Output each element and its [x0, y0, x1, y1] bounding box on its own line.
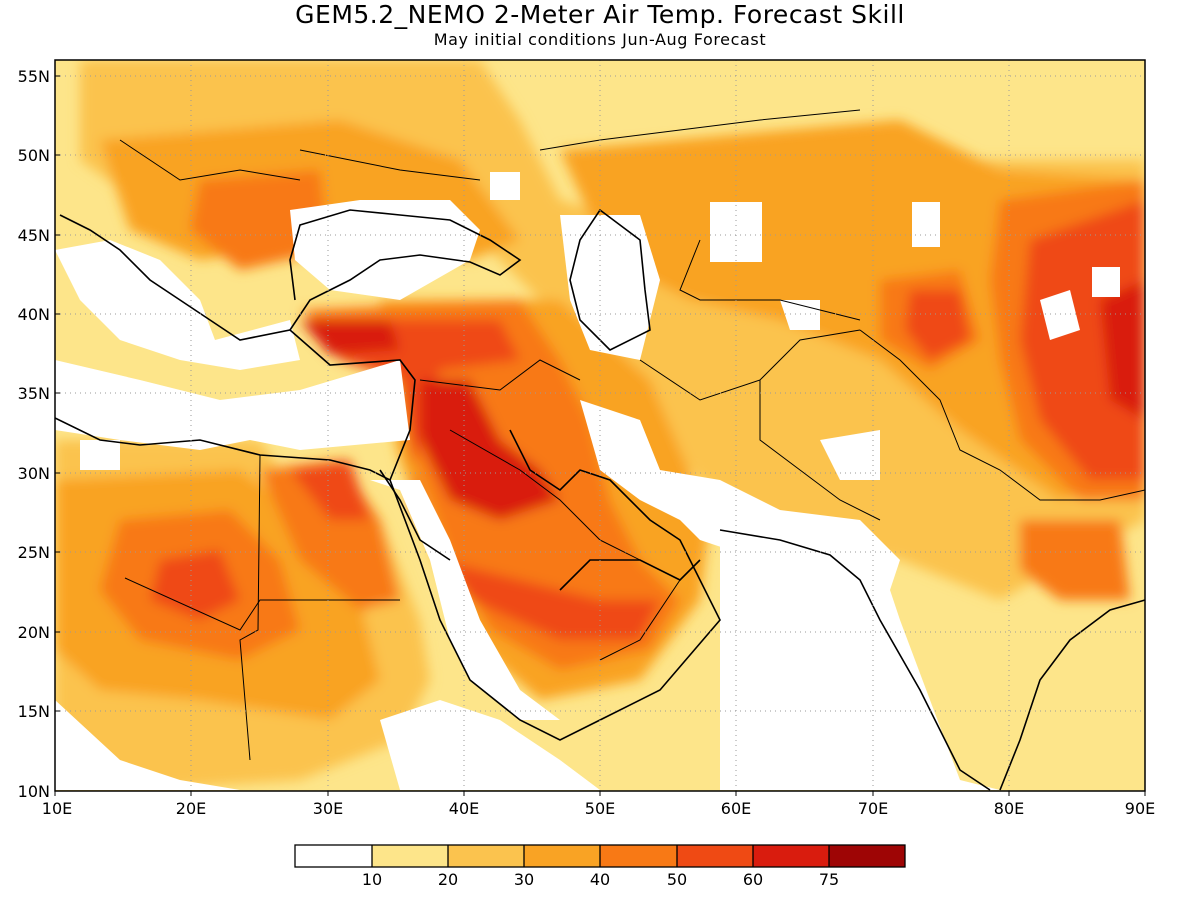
- gridlines: [55, 60, 1145, 791]
- lat-label: 35N: [18, 384, 50, 403]
- legend-swatch: [600, 845, 677, 867]
- borders: [119, 109, 1145, 761]
- legend-label: 60: [743, 870, 763, 889]
- legend-swatch: [524, 845, 600, 867]
- lat-label: 45N: [18, 226, 50, 245]
- legend-label: 30: [514, 870, 534, 889]
- lon-label: 80E: [994, 799, 1024, 818]
- legend-label: 10: [362, 870, 382, 889]
- lon-label: 10E: [42, 799, 72, 818]
- legend-swatch: [448, 845, 524, 867]
- lon-label: 70E: [858, 799, 888, 818]
- lon-label: 90E: [1125, 799, 1155, 818]
- lat-label: 55N: [18, 67, 50, 86]
- lon-label: 30E: [313, 799, 343, 818]
- lat-label: 30N: [18, 464, 50, 483]
- lon-label: 40E: [449, 799, 479, 818]
- lon-label: 20E: [176, 799, 206, 818]
- chart-title: GEM5.2_NEMO 2-Meter Air Temp. Forecast S…: [295, 0, 905, 29]
- lat-label: 10N: [18, 782, 50, 801]
- skill-field: [55, 60, 1145, 791]
- legend-label: 20: [438, 870, 458, 889]
- legend-label: 50: [667, 870, 687, 889]
- legend-swatch: [829, 845, 905, 867]
- lat-label: 15N: [18, 702, 50, 721]
- legend-swatch: [753, 845, 829, 867]
- legend-swatch: [372, 845, 448, 867]
- coastlines: [55, 208, 1145, 791]
- lon-label: 50E: [585, 799, 615, 818]
- legend-label: 40: [590, 870, 610, 889]
- legend-swatch: [295, 845, 372, 867]
- lat-label: 40N: [18, 305, 50, 324]
- lat-ticks: [55, 75, 60, 792]
- lon-ticks: [54, 791, 1146, 796]
- legend-label: 75: [819, 870, 839, 889]
- chart-subtitle: May initial conditions Jun-Aug Forecast: [433, 30, 767, 49]
- lat-label: 25N: [18, 543, 50, 562]
- lon-label: 60E: [721, 799, 751, 818]
- legend-swatch: [677, 845, 753, 867]
- lat-label: 50N: [18, 146, 50, 165]
- lat-label: 20N: [18, 623, 50, 642]
- color-legend: 10 20 30 40 50 60 75: [294, 844, 906, 889]
